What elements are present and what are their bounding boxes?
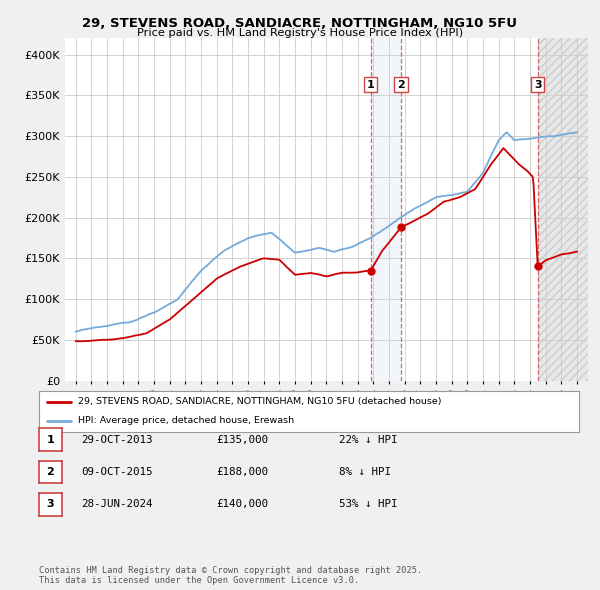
Text: 3: 3 — [47, 500, 54, 509]
Text: 28-JUN-2024: 28-JUN-2024 — [81, 500, 152, 509]
Text: 1: 1 — [367, 80, 374, 90]
Text: 3: 3 — [534, 80, 542, 90]
Text: 09-OCT-2015: 09-OCT-2015 — [81, 467, 152, 477]
Text: 22% ↓ HPI: 22% ↓ HPI — [339, 435, 397, 444]
Text: Price paid vs. HM Land Registry's House Price Index (HPI): Price paid vs. HM Land Registry's House … — [137, 28, 463, 38]
Bar — [371, 38, 401, 381]
Text: 29, STEVENS ROAD, SANDIACRE, NOTTINGHAM, NG10 5FU: 29, STEVENS ROAD, SANDIACRE, NOTTINGHAM,… — [83, 17, 517, 30]
Text: £140,000: £140,000 — [216, 500, 268, 509]
Text: 1: 1 — [47, 435, 54, 444]
Text: HPI: Average price, detached house, Erewash: HPI: Average price, detached house, Erew… — [78, 416, 294, 425]
Text: £188,000: £188,000 — [216, 467, 268, 477]
Text: 2: 2 — [47, 467, 54, 477]
Text: 29, STEVENS ROAD, SANDIACRE, NOTTINGHAM, NG10 5FU (detached house): 29, STEVENS ROAD, SANDIACRE, NOTTINGHAM,… — [78, 397, 442, 407]
Text: 53% ↓ HPI: 53% ↓ HPI — [339, 500, 397, 509]
Text: £135,000: £135,000 — [216, 435, 268, 444]
Bar — [538, 38, 588, 381]
Text: 2: 2 — [397, 80, 405, 90]
Bar — [538, 38, 588, 381]
Text: 29-OCT-2013: 29-OCT-2013 — [81, 435, 152, 444]
Text: Contains HM Land Registry data © Crown copyright and database right 2025.
This d: Contains HM Land Registry data © Crown c… — [39, 566, 422, 585]
Text: 8% ↓ HPI: 8% ↓ HPI — [339, 467, 391, 477]
